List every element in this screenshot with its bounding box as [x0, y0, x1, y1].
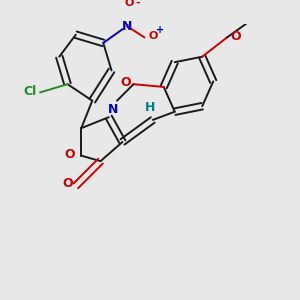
Text: Cl: Cl [24, 85, 37, 98]
Text: -: - [135, 0, 140, 8]
Text: O: O [120, 76, 130, 89]
Text: N: N [108, 103, 118, 116]
Text: N: N [122, 20, 133, 33]
Text: O: O [125, 0, 134, 8]
Text: O: O [64, 148, 75, 161]
Text: O: O [62, 177, 73, 190]
Text: +: + [156, 25, 164, 35]
Text: H: H [145, 101, 155, 114]
Text: O: O [148, 31, 158, 41]
Text: O: O [230, 30, 241, 43]
